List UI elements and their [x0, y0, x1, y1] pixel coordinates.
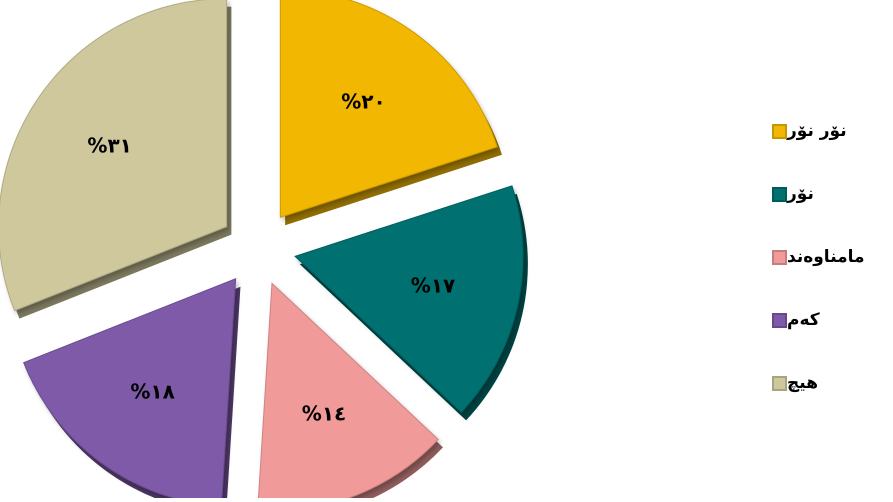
pie-slice-medium	[257, 282, 439, 502]
legend-label: کەم	[787, 310, 820, 330]
legend-item-very-high: نۆر نۆر	[770, 117, 890, 145]
legend-item-none: هیچ	[770, 369, 890, 397]
data-label-medium: %١٤	[302, 401, 346, 425]
legend-item-high: نۆر	[770, 180, 890, 208]
data-label-none: %٣١	[87, 134, 131, 158]
pie-slice-high	[294, 185, 524, 414]
slices-layer	[0, 0, 528, 502]
pie-slice-none	[0, 0, 228, 312]
legend-label: مامناوەند	[787, 247, 865, 267]
data-label-high: %١٧	[411, 274, 455, 298]
legend-label: نۆر	[787, 184, 814, 204]
legend-swatch-very-high	[772, 123, 787, 139]
data-label-very-high: %٢٠	[341, 89, 385, 113]
legend-swatch-low	[772, 312, 787, 328]
legend-label: هیچ	[787, 373, 818, 393]
pie-slice-very-high	[279, 0, 498, 218]
legend-swatch-medium	[772, 249, 787, 265]
labels-layer: %٢٠ %١٧ %١٤ %١٨ %٣١	[87, 89, 455, 425]
legend-item-low: کەم	[770, 306, 890, 334]
legend-label: نۆر نۆر	[787, 121, 847, 141]
legend: نۆر نۆر نۆر مامناوەند کەم هیچ	[770, 117, 890, 397]
legend-swatch-high	[772, 186, 787, 202]
legend-swatch-none	[772, 375, 787, 391]
pie-slice-low	[23, 277, 237, 502]
legend-item-medium: مامناوەند	[770, 243, 890, 271]
data-label-low: %١٨	[130, 380, 174, 404]
